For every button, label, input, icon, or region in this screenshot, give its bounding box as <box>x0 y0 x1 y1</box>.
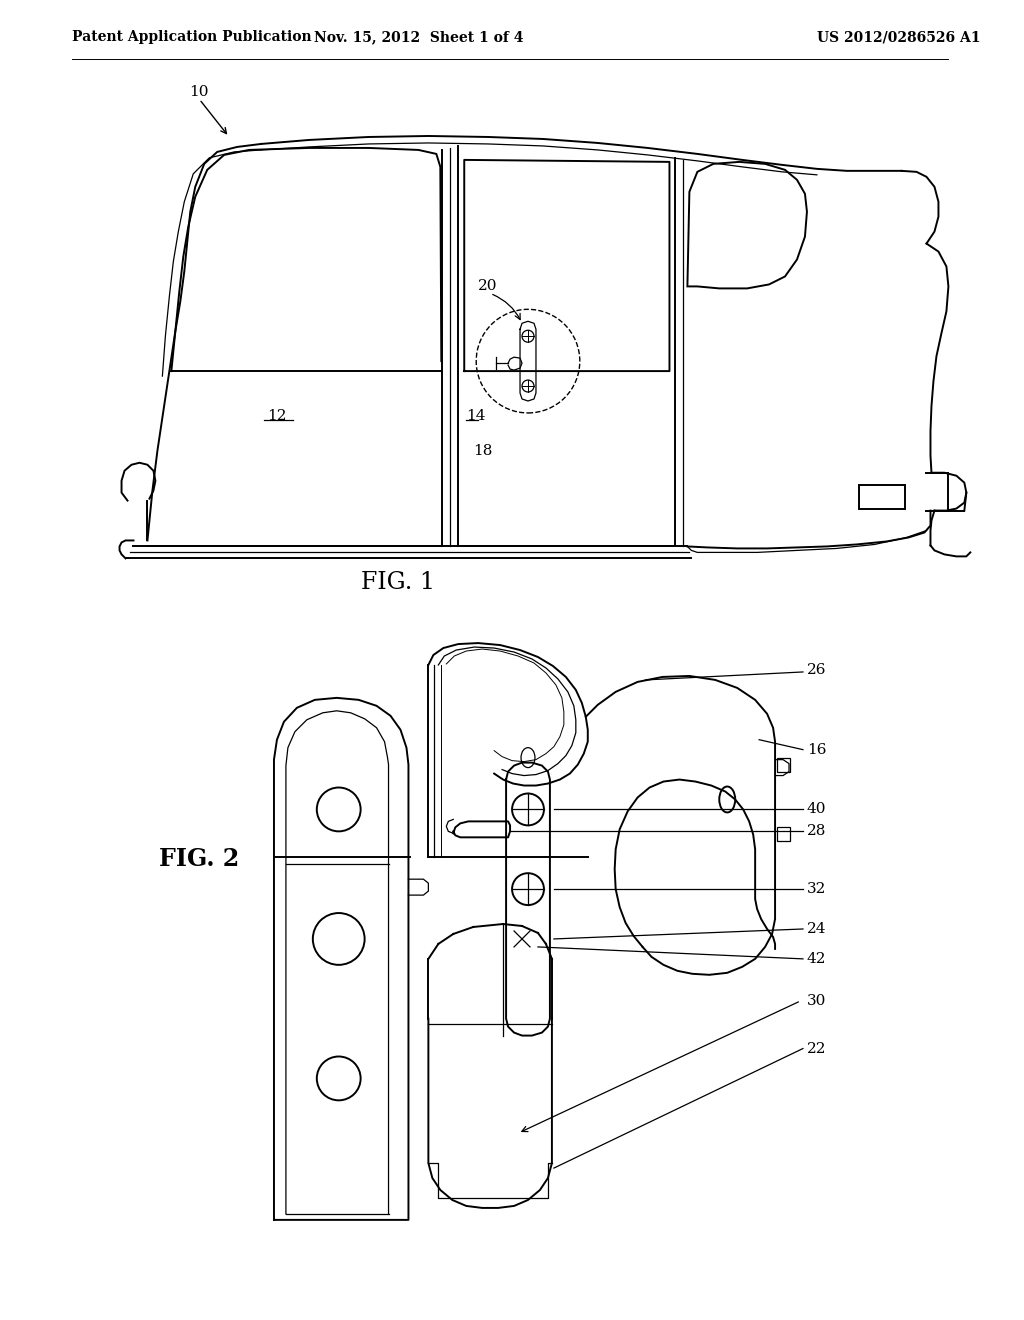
Text: 22: 22 <box>807 1041 826 1056</box>
Text: 20: 20 <box>478 280 498 293</box>
Text: Nov. 15, 2012  Sheet 1 of 4: Nov. 15, 2012 Sheet 1 of 4 <box>313 30 523 45</box>
Text: 42: 42 <box>807 952 826 966</box>
Bar <box>777 828 790 841</box>
Text: 12: 12 <box>267 409 287 422</box>
Text: 32: 32 <box>807 882 826 896</box>
Bar <box>859 484 904 508</box>
Text: 26: 26 <box>807 663 826 677</box>
Text: 28: 28 <box>807 825 826 838</box>
Text: 18: 18 <box>473 444 493 458</box>
Text: 14: 14 <box>466 409 485 422</box>
Text: 30: 30 <box>807 994 826 1007</box>
Text: Patent Application Publication: Patent Application Publication <box>72 30 311 45</box>
Text: 16: 16 <box>807 743 826 756</box>
Bar <box>777 758 790 772</box>
Text: 10: 10 <box>189 86 209 99</box>
Text: FIG. 1: FIG. 1 <box>361 570 435 594</box>
Text: 40: 40 <box>807 803 826 817</box>
Text: US 2012/0286526 A1: US 2012/0286526 A1 <box>817 30 980 45</box>
Text: FIG. 2: FIG. 2 <box>160 847 240 871</box>
Text: 24: 24 <box>807 921 826 936</box>
